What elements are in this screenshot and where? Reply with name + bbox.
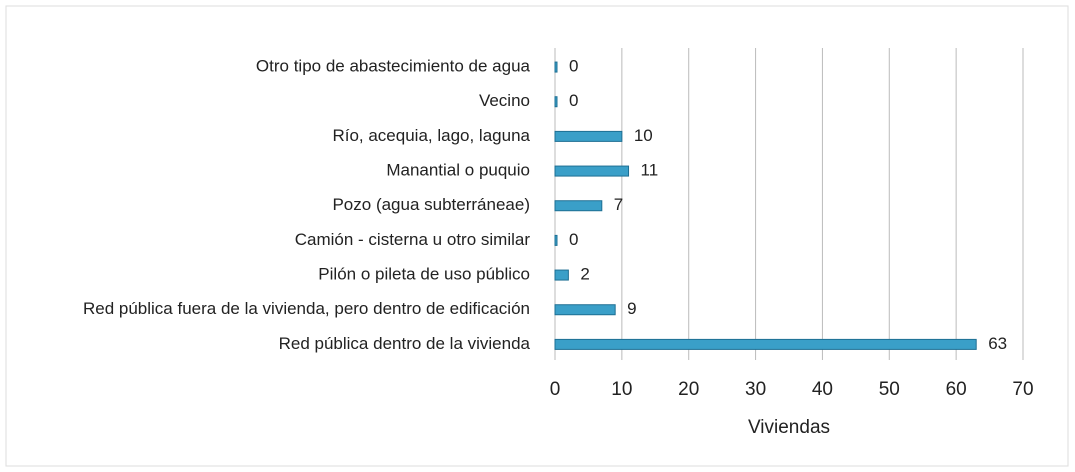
- bar: [554, 269, 569, 281]
- data-label: 11: [641, 161, 659, 180]
- x-tick-label: 20: [678, 379, 699, 400]
- data-label: 0: [569, 230, 578, 249]
- y-tick-label: Pozo (agua subterráneae): [332, 195, 530, 214]
- data-label: 7: [614, 195, 623, 214]
- x-axis-label: Viviendas: [748, 417, 830, 438]
- y-tick-label: Camión - cisterna u otro similar: [295, 230, 531, 249]
- bar: [554, 165, 630, 177]
- data-label: 2: [580, 265, 589, 284]
- bar: [554, 338, 977, 350]
- data-label: 63: [988, 334, 1007, 353]
- y-tick-label: Pilón o pileta de uso público: [318, 265, 530, 284]
- x-tick-label: 50: [879, 379, 900, 400]
- data-label: 0: [569, 91, 578, 110]
- frame: [5, 5, 1069, 467]
- x-tick-label: 40: [812, 379, 833, 400]
- bar: [554, 130, 623, 142]
- bar: [554, 304, 616, 316]
- bar: [554, 96, 558, 108]
- y-tick-label: Red pública dentro de la vivienda: [279, 334, 531, 353]
- y-tick-label: Otro tipo de abastecimiento de agua: [256, 57, 531, 76]
- x-tick-label: 10: [611, 379, 632, 400]
- x-tick-label: 0: [550, 379, 561, 400]
- x-tick-label: 60: [946, 379, 967, 400]
- y-tick-label: Río, acequia, lago, laguna: [332, 126, 530, 145]
- bar: [554, 234, 558, 246]
- data-label: 9: [627, 299, 636, 318]
- data-label: 10: [634, 126, 653, 145]
- y-tick-label: Vecino: [479, 91, 530, 110]
- bar: [554, 200, 603, 212]
- data-label: 0: [569, 57, 578, 76]
- y-tick-label: Red pública fuera de la vivienda, pero d…: [83, 299, 530, 318]
- x-tick-label: 30: [745, 379, 766, 400]
- bar: [554, 61, 558, 73]
- x-tick-label: 70: [1012, 379, 1033, 400]
- y-tick-label: Manantial o puquio: [386, 161, 530, 180]
